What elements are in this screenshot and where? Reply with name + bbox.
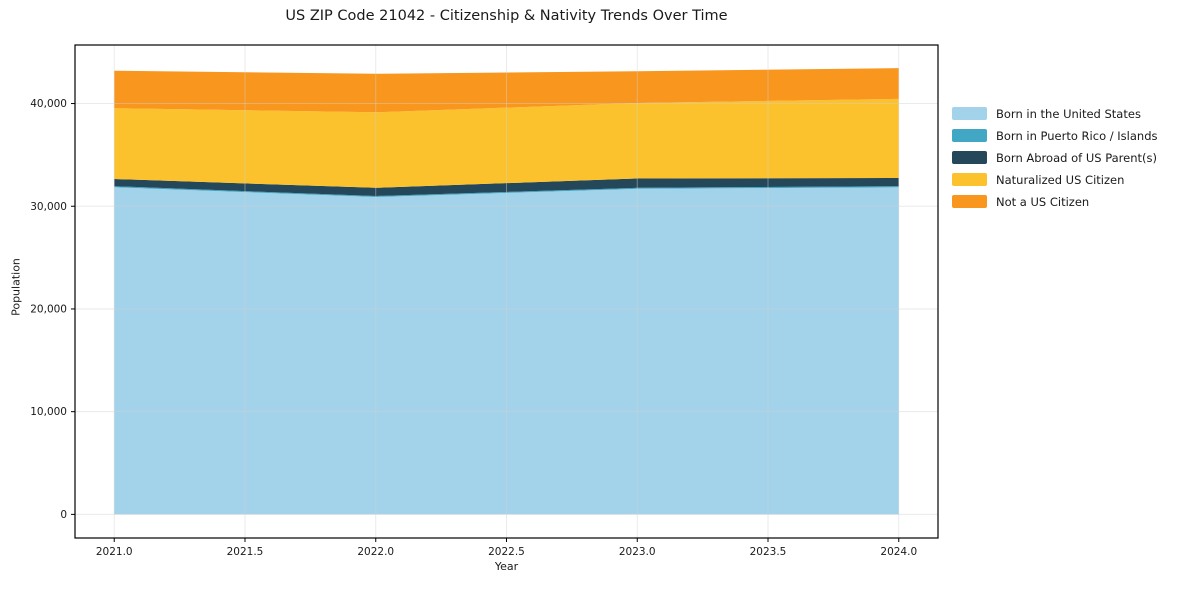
legend-label: Not a US Citizen (996, 194, 1090, 209)
legend-swatch (952, 129, 987, 142)
legend-label: Born in the United States (996, 106, 1141, 121)
legend-item: Naturalized US Citizen (952, 172, 1158, 187)
x-tick-label: 2022.5 (488, 546, 525, 558)
legend-item: Not a US Citizen (952, 194, 1158, 209)
legend: Born in the United States Born in Puerto … (952, 106, 1158, 209)
y-tick-label: 40,000 (30, 98, 67, 110)
area-series-4 (114, 68, 899, 113)
legend-item: Born in Puerto Rico / Islands (952, 128, 1158, 143)
x-tick-label: 2023.5 (750, 546, 787, 558)
area-series-3 (114, 98, 899, 188)
legend-swatch (952, 107, 987, 120)
legend-label: Born Abroad of US Parent(s) (996, 150, 1157, 165)
y-tick-label: 0 (60, 509, 67, 521)
area-series-2 (114, 178, 899, 196)
y-tick-label: 30,000 (30, 201, 67, 213)
legend-swatch (952, 151, 987, 164)
y-tick-label: 10,000 (30, 406, 67, 418)
x-tick-label: 2024.0 (880, 546, 917, 558)
x-tick-label: 2021.0 (96, 546, 133, 558)
legend-item: Born in the United States (952, 106, 1158, 121)
chart-title: US ZIP Code 21042 - Citizenship & Nativi… (285, 8, 728, 24)
legend-label: Naturalized US Citizen (996, 172, 1125, 187)
legend-label: Born in Puerto Rico / Islands (996, 128, 1158, 143)
x-tick-label: 2023.0 (619, 546, 656, 558)
area-series-0 (114, 187, 899, 515)
x-tick-label: 2021.5 (227, 546, 264, 558)
x-axis-label: Year (494, 560, 519, 573)
legend-swatch (952, 173, 987, 186)
y-tick-label: 20,000 (30, 303, 67, 315)
legend-swatch (952, 195, 987, 208)
x-tick-label: 2022.0 (357, 546, 394, 558)
area-series-1 (114, 186, 899, 197)
legend-item: Born Abroad of US Parent(s) (952, 150, 1158, 165)
y-axis-label: Population (9, 258, 23, 316)
